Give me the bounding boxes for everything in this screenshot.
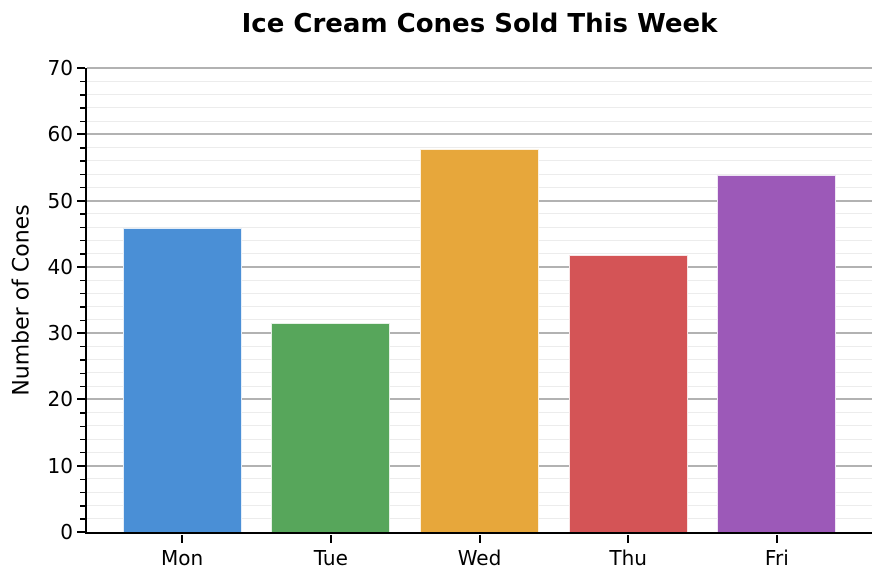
y-tick: [80, 186, 85, 189]
y-axis-label: Number of Cones: [9, 204, 35, 396]
y-tick: [80, 292, 85, 295]
y-tick: [80, 160, 85, 162]
y-tick-label: 0: [60, 520, 73, 544]
y-tick: [80, 253, 85, 255]
y-tick: [80, 120, 85, 123]
y-tick: [80, 412, 85, 414]
y-tick: [80, 213, 85, 215]
y-tick: [80, 359, 85, 361]
y-tick: [80, 452, 85, 454]
bar-mon: [122, 227, 242, 532]
y-tick: [77, 398, 85, 401]
x-tick-label-wed: Wed: [457, 546, 502, 570]
y-tick: [80, 80, 85, 83]
x-tick-label-tue: Tue: [313, 546, 348, 570]
y-tick: [80, 94, 85, 96]
y-tick: [80, 491, 85, 494]
y-tick: [80, 518, 85, 520]
y-tick: [80, 226, 85, 229]
chart-title: Ice Cream Cones Sold This Week: [241, 9, 718, 39]
y-tick: [80, 319, 85, 321]
y-tick: [77, 464, 85, 467]
x-tick: [627, 535, 630, 543]
x-tick: [775, 535, 778, 543]
y-tick: [80, 147, 85, 149]
x-tick-label-fri: Fri: [764, 546, 789, 570]
bar-thu: [568, 254, 688, 532]
bar-fri: [717, 175, 837, 532]
gridline-minor: [87, 80, 872, 82]
y-tick-label: 70: [47, 56, 73, 80]
x-tick-label-mon: Mon: [161, 546, 204, 570]
y-tick: [80, 385, 85, 388]
gridline-minor: [87, 107, 872, 109]
gridline-minor: [87, 120, 872, 122]
y-tick: [80, 107, 85, 109]
x-tick: [181, 535, 184, 543]
gridline-major: [87, 67, 872, 69]
bar-tue: [271, 322, 391, 532]
y-tick-label: 60: [47, 122, 73, 147]
y-tick: [80, 279, 85, 282]
y-tick: [77, 265, 85, 268]
y-tick: [77, 67, 85, 69]
y-tick: [77, 531, 85, 533]
y-tick: [77, 133, 85, 136]
gridline-major: [87, 133, 872, 136]
y-tick-label: 30: [47, 321, 73, 346]
y-tick: [80, 438, 85, 441]
y-tick-label: 50: [47, 188, 73, 213]
y-tick-label: 20: [47, 387, 73, 412]
y-tick: [80, 505, 85, 507]
x-tick: [329, 535, 332, 543]
y-tick: [80, 372, 85, 374]
y-tick-label: 40: [47, 254, 73, 279]
gridline-minor: [87, 147, 872, 149]
x-tick-label-thu: Thu: [609, 546, 647, 570]
bar-wed: [420, 148, 539, 532]
y-tick: [80, 425, 85, 427]
gridline-minor: [87, 94, 872, 96]
plot-area: 0 10 20 30 40 50 60 70 Mon Tue Wed Thu Fri: [48, 58, 872, 570]
x-tick: [478, 535, 481, 543]
y-tick: [80, 239, 85, 242]
y-tick: [77, 332, 85, 335]
y-tick: [80, 306, 85, 308]
y-tick: [80, 346, 85, 348]
y-tick: [80, 173, 85, 176]
y-tick: [77, 199, 85, 202]
y-tick-label: 10: [47, 453, 73, 478]
y-tick: [80, 478, 85, 480]
